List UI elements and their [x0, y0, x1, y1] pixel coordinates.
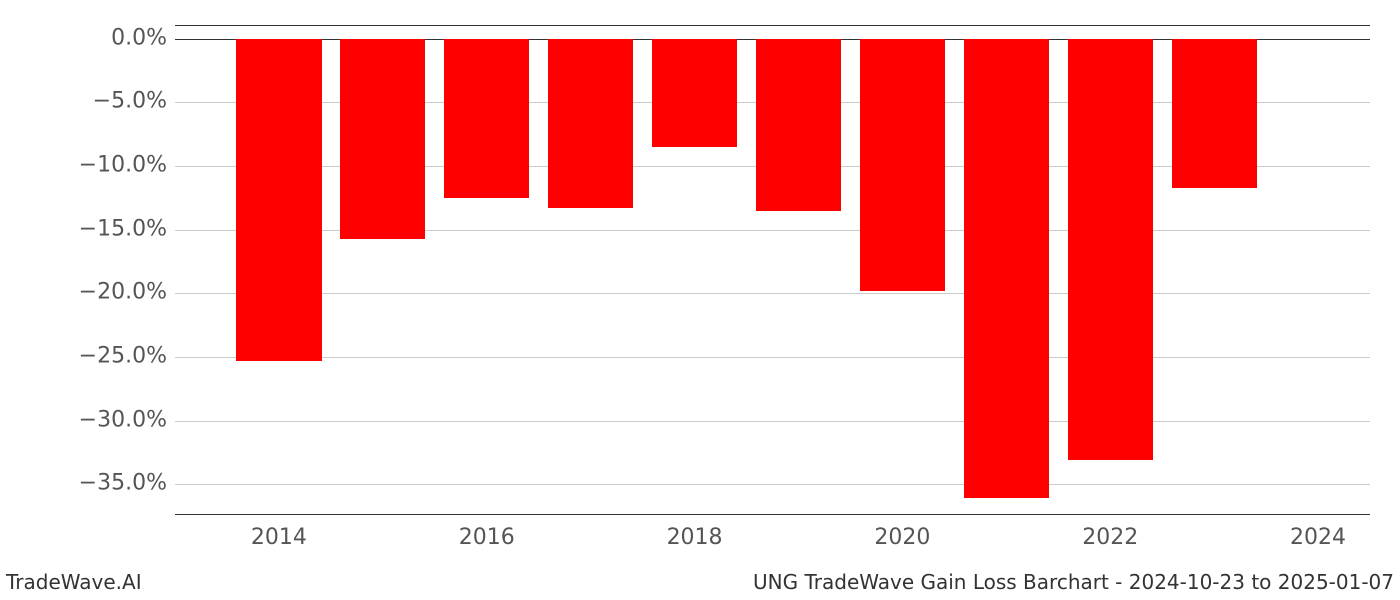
x-tick-label: 2022: [1082, 525, 1138, 550]
gridline: [175, 357, 1370, 358]
bar-2014: [236, 39, 321, 361]
bar-2023: [1172, 39, 1257, 188]
x-tick-label: 2014: [251, 525, 307, 550]
footer-caption: UNG TradeWave Gain Loss Barchart - 2024-…: [753, 570, 1394, 594]
chart-plot-area: [175, 25, 1370, 515]
gridline: [175, 293, 1370, 294]
bar-2021: [964, 39, 1049, 498]
gridline: [175, 421, 1370, 422]
y-tick-label: −35.0%: [7, 471, 167, 496]
y-tick-label: −15.0%: [7, 216, 167, 241]
bar-2019: [756, 39, 841, 211]
y-tick-label: −5.0%: [7, 89, 167, 114]
x-tick-label: 2016: [459, 525, 515, 550]
x-tick-label: 2018: [667, 525, 723, 550]
bar-2016: [444, 39, 529, 198]
y-tick-label: −10.0%: [7, 153, 167, 178]
bar-2020: [860, 39, 945, 291]
y-tick-label: −25.0%: [7, 343, 167, 368]
bar-2017: [548, 39, 633, 208]
footer-brand: TradeWave.AI: [6, 570, 142, 594]
plot-background: [175, 25, 1370, 515]
y-tick-label: −20.0%: [7, 280, 167, 305]
bar-2018: [652, 39, 737, 147]
x-tick-label: 2024: [1290, 525, 1346, 550]
y-tick-label: 0.0%: [7, 25, 167, 50]
gridline: [175, 484, 1370, 485]
bar-2022: [1068, 39, 1153, 460]
x-tick-label: 2020: [874, 525, 930, 550]
y-tick-label: −30.0%: [7, 407, 167, 432]
bar-2015: [340, 39, 425, 239]
